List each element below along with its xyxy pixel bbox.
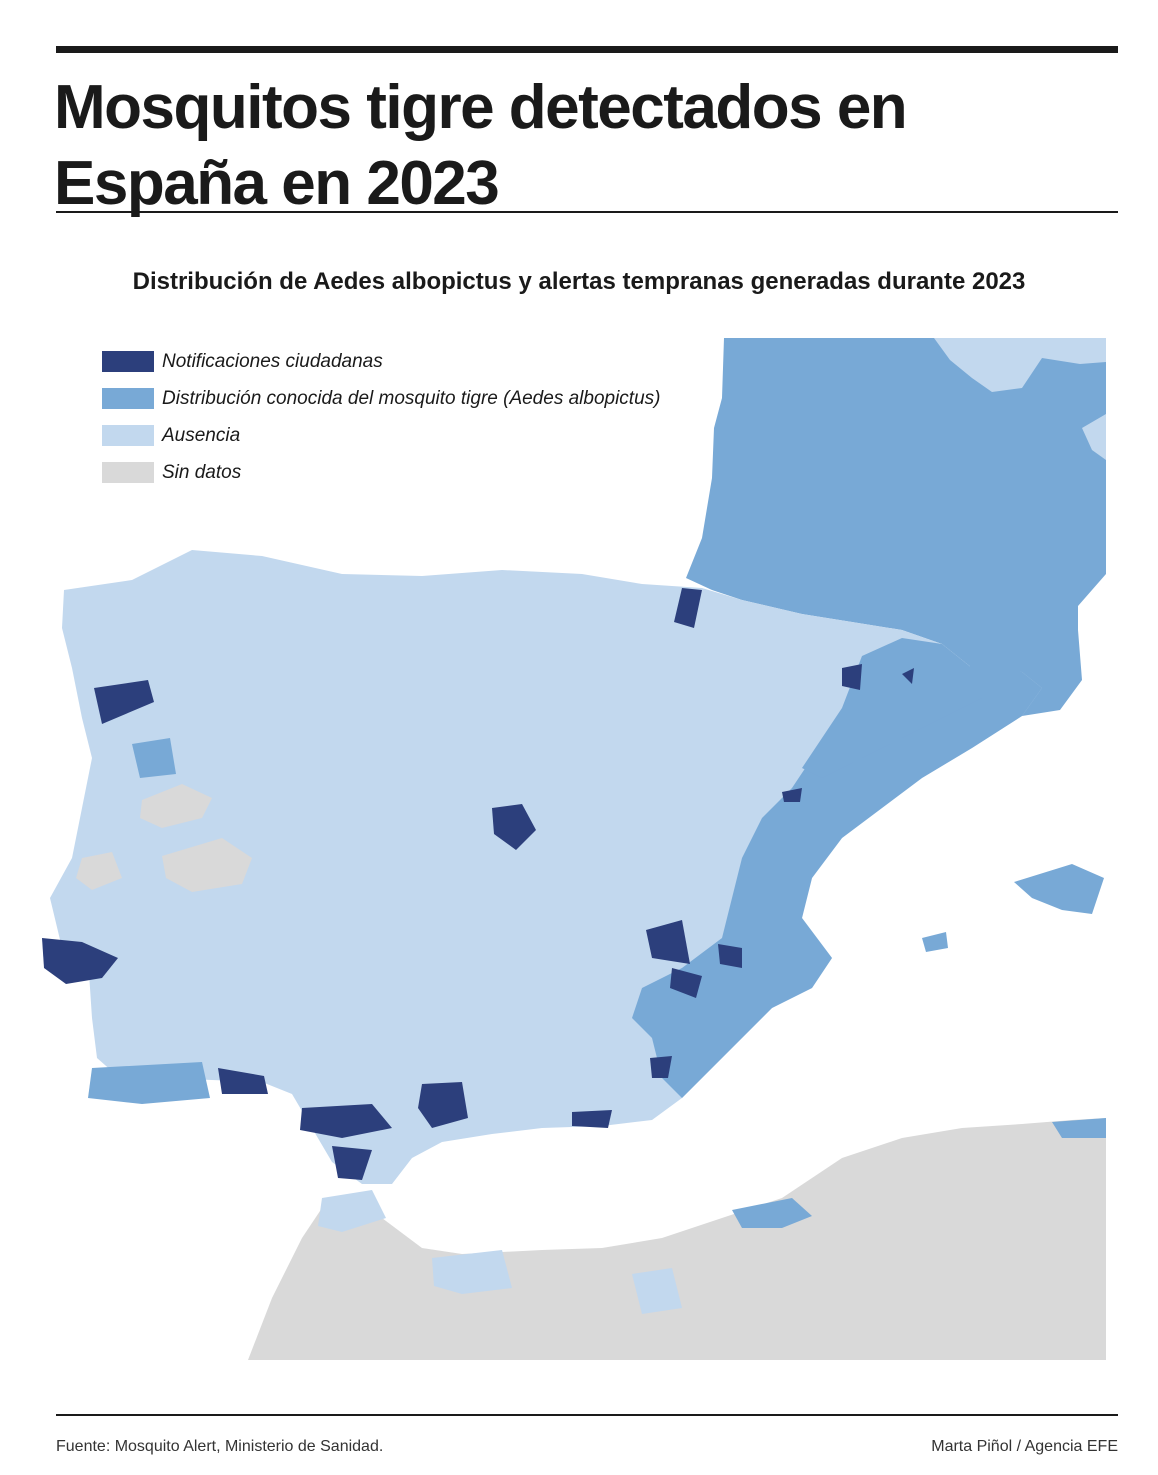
notif-cadiz [218, 1068, 268, 1094]
layer-notificaciones [42, 588, 914, 1180]
legend-label-sin-datos: Sin datos [162, 461, 242, 483]
legend-swatch-notificaciones [102, 351, 154, 372]
legend-item-sin-datos: Sin datos [102, 454, 660, 491]
notif-andalucia-3 [332, 1146, 372, 1180]
region-north-africa [248, 1118, 1106, 1360]
legend-item-distribucion: Distribución conocida del mosquito tigre… [102, 380, 660, 417]
region-iberia [50, 550, 1042, 1184]
region-africa-absence-1 [432, 1250, 512, 1294]
region-portugal-nodata-3 [76, 852, 122, 890]
notif-catalonia-1 [842, 664, 862, 690]
legend-label-distribucion: Distribución conocida del mosquito tigre… [162, 387, 661, 409]
top-rule [56, 46, 1118, 53]
region-algarve-distribution [88, 1062, 210, 1104]
map [42, 338, 1106, 1360]
notif-aragon [782, 788, 802, 802]
legend-swatch-distribucion [102, 388, 154, 409]
region-catalonia-interior [802, 638, 1002, 778]
title-line-2: España en 2023 [54, 149, 500, 218]
notif-valencia-1 [646, 920, 690, 964]
title-line-1: Mosquitos tigre detectados en [54, 73, 908, 142]
legend-swatch-ausencia [102, 425, 154, 446]
legend-item-ausencia: Ausencia [102, 417, 660, 454]
legend-item-notificaciones: Notificaciones ciudadanas [102, 343, 660, 380]
notif-andalucia-2 [418, 1082, 468, 1128]
region-africa-absence-3 [318, 1190, 386, 1232]
title-rule [56, 211, 1118, 213]
source-note: Fuente: Mosquito Alert, Ministerio de Sa… [56, 1438, 384, 1455]
region-portugal-nodata-1 [140, 784, 212, 828]
region-france-absence-e [1082, 414, 1106, 460]
legend-label-ausencia: Ausencia [162, 424, 241, 446]
notif-madrid [492, 804, 536, 850]
notif-alicante [718, 944, 742, 968]
region-mallorca [1014, 864, 1104, 914]
notif-andalucia-1 [300, 1104, 392, 1138]
region-africa-absence-2 [632, 1268, 682, 1314]
notif-bilbao [674, 588, 702, 628]
region-mediterranean-coast [632, 664, 1042, 1098]
region-france-absence-ne [934, 338, 1106, 392]
region-ibiza [922, 932, 948, 952]
region-france [686, 338, 1106, 716]
notif-catalonia-2 [902, 668, 914, 684]
region-portugal-nodata-2 [162, 838, 252, 892]
map-subtitle: Distribución de Aedes albopictus y alert… [132, 268, 1026, 295]
notif-malaga [572, 1110, 612, 1128]
region-africa-distribution-1 [732, 1198, 812, 1228]
credit-note: Marta Piñol / Agencia EFE [931, 1438, 1118, 1455]
legend-label-notificaciones: Notificaciones ciudadanas [162, 350, 383, 372]
notif-lisboa [42, 938, 118, 984]
map-svg [42, 338, 1106, 1360]
page-title: Mosquitos tigre detectados en España en … [54, 70, 1114, 222]
notif-valencia-2 [670, 968, 702, 998]
region-portugal-distribution [132, 738, 176, 778]
region-africa-distribution-2 [1052, 1118, 1106, 1138]
legend-swatch-sin-datos [102, 462, 154, 483]
map-legend: Notificaciones ciudadanas Distribución c… [102, 343, 660, 491]
footer-rule [56, 1414, 1118, 1416]
notif-galicia [94, 680, 154, 724]
notif-murcia [650, 1056, 672, 1078]
